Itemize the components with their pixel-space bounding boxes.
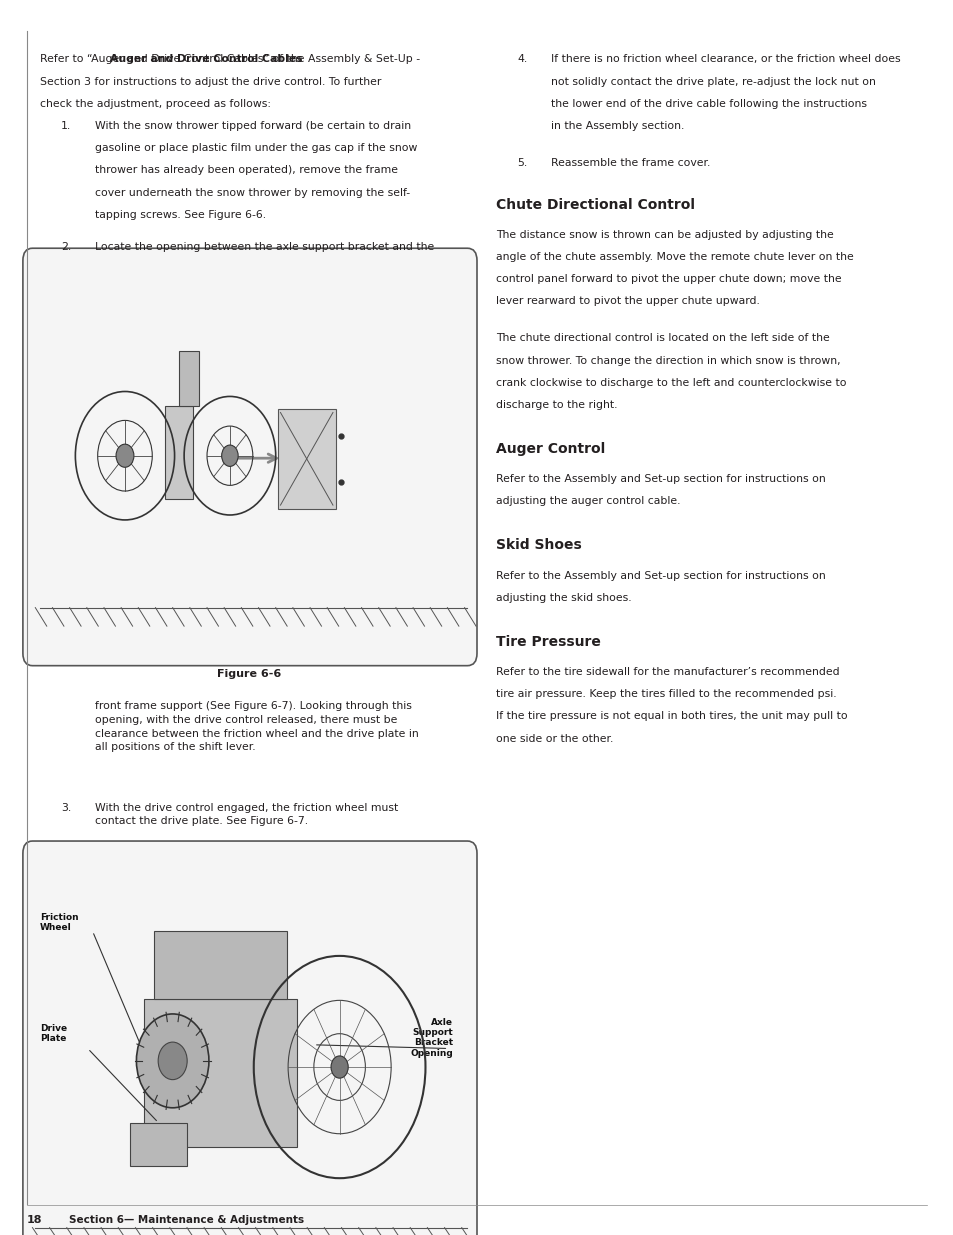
Text: Axle
Support
Bracket
Opening: Axle Support Bracket Opening: [410, 1018, 453, 1058]
Text: If there is no friction wheel clearance, or the friction wheel does: If there is no friction wheel clearance,…: [551, 54, 900, 64]
Circle shape: [136, 1014, 209, 1108]
Bar: [165, 406, 193, 499]
Text: front frame support (See Figure 6-7). Looking through this
opening, with the dri: front frame support (See Figure 6-7). Lo…: [95, 701, 418, 752]
Bar: [179, 351, 199, 406]
Text: Refer to the tire sidewall for the manufacturer’s recommended: Refer to the tire sidewall for the manuf…: [496, 667, 839, 677]
Text: tire air pressure. Keep the tires filled to the recommended psi.: tire air pressure. Keep the tires filled…: [496, 689, 836, 699]
Text: Locate the opening between the axle support bracket and the: Locate the opening between the axle supp…: [95, 242, 435, 252]
Text: Skid Shoes: Skid Shoes: [496, 538, 581, 552]
Text: With the snow thrower tipped forward (be certain to drain: With the snow thrower tipped forward (be…: [95, 121, 411, 131]
Text: adjusting the skid shoes.: adjusting the skid shoes.: [496, 593, 631, 603]
Text: in the Assembly section.: in the Assembly section.: [551, 121, 684, 131]
Bar: [144, 999, 296, 1147]
Text: 18: 18: [27, 1215, 42, 1225]
Text: With the drive control engaged, the friction wheel must
contact the drive plate.: With the drive control engaged, the fric…: [95, 803, 398, 826]
Text: Auger and Drive Control Cables: Auger and Drive Control Cables: [110, 54, 302, 64]
Text: If the tire pressure is not equal in both tires, the unit may pull to: If the tire pressure is not equal in bot…: [496, 711, 847, 721]
Text: Auger Control: Auger Control: [496, 442, 605, 456]
Circle shape: [221, 445, 238, 467]
Text: lever rearward to pivot the upper chute upward.: lever rearward to pivot the upper chute …: [496, 296, 760, 306]
Text: Refer to “: Refer to “: [40, 54, 92, 64]
Text: cover underneath the snow thrower by removing the self-: cover underneath the snow thrower by rem…: [95, 188, 410, 198]
Text: Section 3 for instructions to adjust the drive control. To further: Section 3 for instructions to adjust the…: [40, 77, 381, 86]
FancyBboxPatch shape: [277, 409, 335, 509]
Text: adjusting the auger control cable.: adjusting the auger control cable.: [496, 496, 679, 506]
Bar: [153, 931, 287, 999]
Bar: [130, 1123, 187, 1166]
Circle shape: [331, 1056, 348, 1078]
Text: 5.: 5.: [517, 158, 527, 168]
Text: Chute Directional Control: Chute Directional Control: [496, 198, 695, 211]
Text: 2.: 2.: [61, 242, 71, 252]
Text: control panel forward to pivot the upper chute down; move the: control panel forward to pivot the upper…: [496, 274, 841, 284]
Text: angle of the chute assembly. Move the remote chute lever on the: angle of the chute assembly. Move the re…: [496, 252, 853, 262]
Text: Refer to “Auger and Drive Control Cables” of the Assembly & Set-Up -: Refer to “Auger and Drive Control Cables…: [40, 54, 419, 64]
Text: the lower end of the drive cable following the instructions: the lower end of the drive cable followi…: [551, 99, 866, 109]
Text: tapping screws. See Figure 6-6.: tapping screws. See Figure 6-6.: [95, 210, 266, 220]
Text: crank clockwise to discharge to the left and counterclockwise to: crank clockwise to discharge to the left…: [496, 378, 845, 388]
Text: Refer to the Assembly and Set-up section for instructions on: Refer to the Assembly and Set-up section…: [496, 571, 825, 580]
Text: Refer to the Assembly and Set-up section for instructions on: Refer to the Assembly and Set-up section…: [496, 474, 825, 484]
Text: Section 6— Maintenance & Adjustments: Section 6— Maintenance & Adjustments: [69, 1215, 303, 1225]
Circle shape: [158, 1042, 187, 1079]
Text: Drive
Plate: Drive Plate: [40, 1024, 67, 1044]
Text: one side or the other.: one side or the other.: [496, 734, 613, 743]
Text: The distance snow is thrown can be adjusted by adjusting the: The distance snow is thrown can be adjus…: [496, 230, 833, 240]
Text: Tire Pressure: Tire Pressure: [496, 635, 600, 648]
Text: not solidly contact the drive plate, re-adjust the lock nut on: not solidly contact the drive plate, re-…: [551, 77, 876, 86]
Text: 4.: 4.: [517, 54, 527, 64]
Text: 3.: 3.: [61, 803, 71, 813]
Text: thrower has already been operated), remove the frame: thrower has already been operated), remo…: [95, 165, 398, 175]
Text: gasoline or place plastic film under the gas cap if the snow: gasoline or place plastic film under the…: [95, 143, 417, 153]
Text: The chute directional control is located on the left side of the: The chute directional control is located…: [496, 333, 829, 343]
FancyBboxPatch shape: [23, 841, 476, 1235]
FancyBboxPatch shape: [23, 248, 476, 666]
Circle shape: [116, 445, 133, 467]
Text: 1.: 1.: [61, 121, 71, 131]
Text: Figure 6-6: Figure 6-6: [216, 669, 281, 679]
Text: snow thrower. To change the direction in which snow is thrown,: snow thrower. To change the direction in…: [496, 356, 840, 366]
Text: Friction
Wheel: Friction Wheel: [40, 913, 78, 932]
Text: check the adjustment, proceed as follows:: check the adjustment, proceed as follows…: [40, 99, 271, 109]
Text: Reassemble the frame cover.: Reassemble the frame cover.: [551, 158, 710, 168]
Text: discharge to the right.: discharge to the right.: [496, 400, 617, 410]
